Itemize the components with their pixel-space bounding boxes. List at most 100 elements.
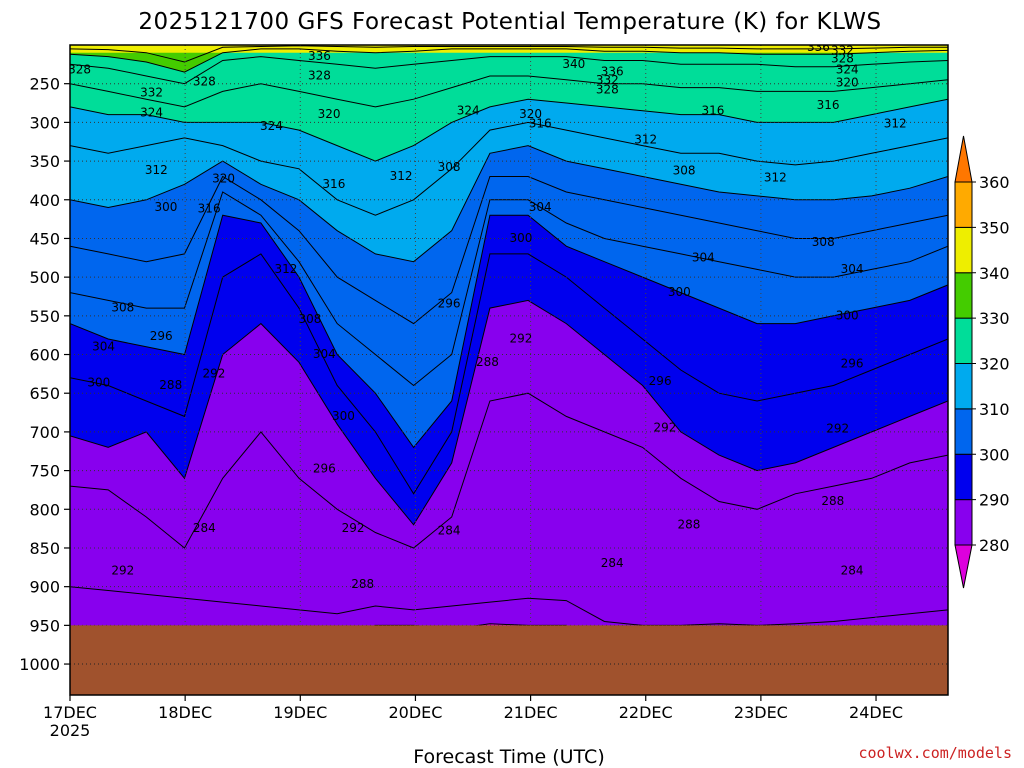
- contour-label: 320: [318, 107, 341, 121]
- y-tick-label: 600: [29, 346, 60, 365]
- contour-label: 300: [332, 409, 355, 423]
- contour-label: 308: [298, 312, 321, 326]
- y-tick-label: 800: [29, 500, 60, 519]
- y-tick-label: 900: [29, 578, 60, 597]
- colorbar-segment: [954, 453, 973, 501]
- y-tick-label: 350: [29, 152, 60, 171]
- isentrope-304: [70, 191, 948, 387]
- contour-label: 324: [836, 62, 859, 76]
- contour-label: 284: [841, 564, 864, 578]
- y-axis-pressure: 250 300 350 400 450 500 550 600 650 700 750 800 850 9…: [19, 75, 70, 674]
- colorbar-label: 350: [979, 218, 1010, 237]
- contour-label: 292: [653, 421, 676, 435]
- x-axis-title: Forecast Time (UTC): [413, 746, 604, 768]
- ground-surface: [70, 625, 948, 695]
- y-tick-label: 400: [29, 191, 60, 210]
- contour-label: 320: [212, 171, 235, 185]
- contour-label: 324: [457, 103, 480, 117]
- contour-label: 296: [150, 329, 173, 343]
- contour-label: 316: [529, 116, 552, 130]
- contour-label: 296: [841, 356, 864, 370]
- contour-label: 296: [438, 297, 461, 311]
- contour-label: 304: [92, 339, 115, 353]
- contour-label: 300: [87, 376, 110, 390]
- contour-label: 312: [274, 262, 297, 276]
- y-tick-label: 650: [29, 384, 60, 403]
- contour-label: 328: [68, 62, 91, 76]
- isentrope-lines: [70, 45, 948, 695]
- contour-label: 284: [438, 523, 461, 537]
- contour-label: 324: [140, 106, 163, 120]
- contour-label: 336: [308, 49, 331, 63]
- colorbar-segment: [954, 272, 973, 319]
- y-tick-label: 250: [29, 75, 60, 94]
- contour-label: 288: [476, 355, 499, 369]
- contour-label: 292: [826, 421, 849, 435]
- colorbar-label: 290: [979, 491, 1010, 510]
- y-tick-label: 1000: [19, 655, 60, 674]
- contour-label: 288: [677, 517, 700, 531]
- x-tick-label: 17DEC: [43, 703, 97, 722]
- contour-label: 300: [668, 285, 691, 299]
- contour-label: 308: [438, 160, 461, 174]
- colorbar-label: 280: [979, 536, 1010, 555]
- contour-label: 316: [817, 98, 840, 112]
- contour-label: 312: [764, 171, 787, 185]
- x-tick-label: 19DEC: [273, 703, 327, 722]
- contour-label: 308: [812, 235, 835, 249]
- contour-label: 312: [884, 116, 907, 130]
- colorbar-segment: [954, 499, 973, 546]
- contour-label: 320: [519, 107, 542, 121]
- contour-label: 312: [390, 169, 413, 183]
- x-tick-label: 21DEC: [504, 703, 558, 722]
- colorbar-label: 310: [979, 400, 1010, 419]
- contour-label: 300: [836, 308, 859, 322]
- isentrope-332: [70, 48, 948, 73]
- contour-label: 288: [159, 378, 182, 392]
- temperature-fill-bands: [70, 45, 948, 695]
- contour-label: 292: [510, 332, 533, 346]
- contour-label: 284: [601, 556, 624, 570]
- fill-band-328: [70, 45, 948, 84]
- colorbar-segment: [954, 408, 973, 455]
- contour-label: 320: [836, 75, 859, 89]
- contour-label: 308: [673, 164, 696, 178]
- x-tick-label: 22DEC: [619, 703, 673, 722]
- contour-label: 328: [308, 68, 331, 82]
- y-tick-label: 750: [29, 462, 60, 481]
- x-tick-label: 24DEC: [849, 703, 903, 722]
- isentrope-284: [70, 586, 948, 626]
- contour-label: 292: [202, 366, 225, 380]
- contour-label: 336: [807, 40, 830, 54]
- contour-label: 304: [529, 200, 552, 214]
- x-tick-label: 23DEC: [734, 703, 788, 722]
- isentrope-288: [70, 392, 948, 549]
- contour-label: 312: [145, 163, 168, 177]
- contour-label: 312: [634, 133, 657, 147]
- contour-label: 332: [140, 85, 163, 99]
- contour-label: 328: [193, 75, 216, 89]
- colorbar-segment: [954, 317, 973, 364]
- contour-label: 328: [831, 51, 854, 65]
- contour-label: 336: [601, 65, 624, 79]
- colorbar-label: 330: [979, 309, 1010, 328]
- isentrope-336: [70, 45, 948, 63]
- colorbar-lower-arrow: [954, 544, 973, 589]
- contour-label: 316: [701, 103, 724, 117]
- isentrope-280: [70, 623, 948, 695]
- plot-frame: [69, 44, 949, 696]
- isentrope-300: [70, 214, 948, 449]
- contour-label: 316: [322, 177, 345, 191]
- contour-label: 292: [342, 521, 365, 535]
- chart-title: 2025121700 GFS Forecast Potential Temper…: [138, 9, 881, 35]
- colorbar-label: 320: [979, 355, 1010, 374]
- contour-label: 284: [193, 521, 216, 535]
- y-tick-label: 950: [29, 616, 60, 635]
- x-tick-label: 18DEC: [158, 703, 212, 722]
- y-tick-label: 450: [29, 229, 60, 248]
- contour-label: 304: [692, 250, 715, 264]
- grid-lines: [70, 45, 948, 695]
- x-axis-year: 2025: [50, 721, 91, 740]
